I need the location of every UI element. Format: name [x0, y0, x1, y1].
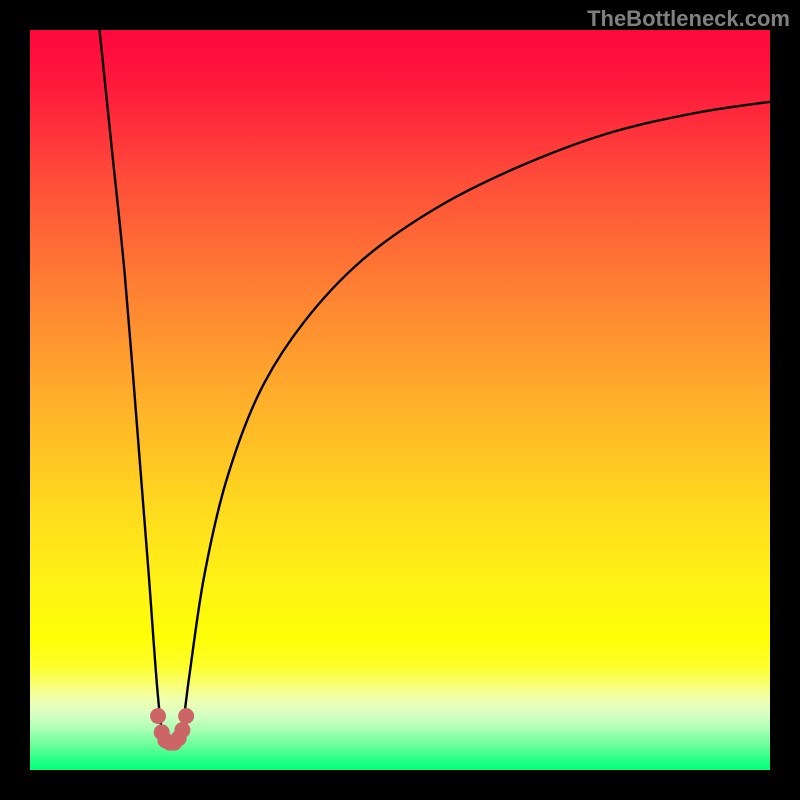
plot-background: [30, 30, 770, 770]
chart-root: TheBottleneck.com: [0, 0, 800, 800]
chart-svg: [0, 0, 800, 800]
dip-marker: [174, 722, 190, 738]
dip-marker: [178, 708, 194, 724]
dip-marker: [150, 708, 166, 724]
watermark-text: TheBottleneck.com: [587, 6, 790, 32]
